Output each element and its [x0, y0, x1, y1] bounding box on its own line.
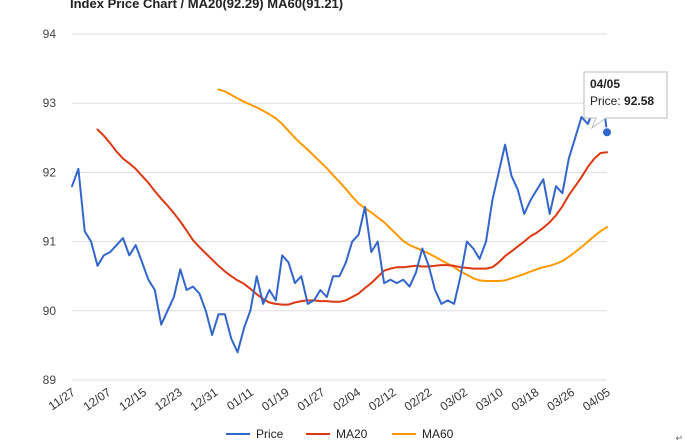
x-tick-label: 03/10: [473, 385, 506, 414]
x-tick-label: 03/02: [437, 385, 470, 414]
tooltip-text: Price: 92.58: [590, 94, 654, 108]
series-line-ma60: [217, 88, 608, 282]
x-tick-label: 12/23: [152, 385, 185, 414]
legend: Price MA20 MA60: [226, 427, 454, 441]
corner-return-glyph: ↵: [675, 433, 683, 443]
tooltip-box: [583, 71, 668, 130]
x-tick-label: 01/19: [259, 385, 292, 414]
x-tick-label: 03/18: [509, 385, 542, 414]
y-tick-label: 90: [43, 304, 57, 318]
legend-label-ma20[interactable]: MA20: [336, 427, 368, 441]
price-point-highlight[interactable]: [602, 127, 612, 138]
y-axis-ticks: 89 90 91 92 93 94: [43, 27, 57, 387]
x-tick-label: 01/27: [295, 385, 328, 414]
x-tick-label: 12/15: [116, 385, 149, 414]
y-tick-label: 94: [43, 27, 57, 41]
x-tick-label: 04/05: [580, 385, 613, 414]
x-tick-label: 02/22: [402, 385, 435, 414]
y-tick-label: 89: [43, 373, 57, 387]
tooltip-value: 92.58: [624, 94, 654, 108]
x-tick-label: 01/11: [224, 385, 256, 413]
tooltip: 04/05 Price: 92.58: [583, 71, 668, 130]
x-tick-label: 02/04: [330, 385, 363, 414]
x-tick-label: 12/07: [81, 385, 114, 414]
tooltip-label: Price:: [590, 94, 624, 108]
legend-label-ma60[interactable]: MA60: [422, 427, 454, 441]
y-tick-label: 92: [43, 165, 57, 179]
x-tick-label: 11/27: [46, 385, 78, 413]
x-tick-label: 03/26: [544, 385, 577, 414]
x-tick-label: 02/12: [366, 385, 399, 414]
series-lines: [71, 81, 612, 354]
chart-title: Index Price Chart / MA20(92.29) MA60(91.…: [70, 0, 344, 11]
y-tick-label: 91: [43, 235, 57, 249]
series-line-ma20: [96, 128, 608, 306]
series-line-price: [71, 81, 608, 354]
grid: [72, 33, 607, 381]
y-tick-label: 93: [43, 96, 57, 110]
legend-label-price[interactable]: Price: [256, 427, 284, 441]
tooltip-date: 04/05: [590, 77, 620, 91]
x-tick-label: 12/31: [188, 385, 221, 414]
x-axis-ticks: 11/27 12/07 12/15 12/23 12/31 01/11 01/19 01/27…: [46, 385, 613, 414]
